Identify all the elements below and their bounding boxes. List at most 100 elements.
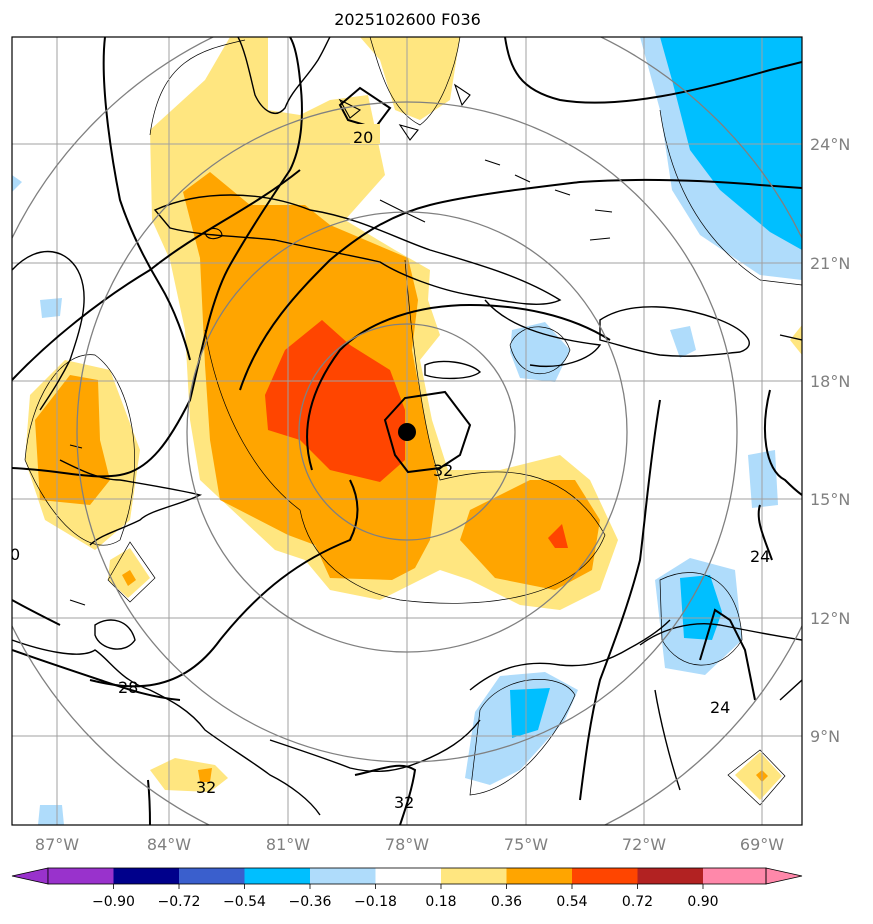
- island-8: [379, 199, 426, 223]
- colorbar-tick-labels: −0.90 −0.72 −0.54 −0.36 −0.18 0.18 0.36 …: [92, 894, 719, 910]
- contour-label-24-south: 24: [710, 698, 730, 717]
- contour-label-24-east: 24: [750, 547, 770, 566]
- thick-contour-k: [354, 764, 417, 825]
- colorbar-bin-2: [113, 868, 179, 884]
- neg-region-w-edge: [12, 175, 22, 192]
- thick-contour-l: [12, 599, 61, 626]
- coast-panama: [269, 719, 481, 773]
- storm-center-marker: [398, 423, 416, 441]
- pos-region-mid-panama: [198, 768, 212, 782]
- neg-region-sw-dot: [38, 805, 64, 825]
- colorbar-bin-8: [506, 868, 572, 884]
- colorbar-bin-6: [375, 868, 441, 884]
- lon-label-69: 69°W: [740, 835, 784, 854]
- thick-contour-32: [12, 37, 303, 478]
- pos-region-mid-honduras: [122, 570, 136, 586]
- contour-label-32-core: 32: [433, 461, 453, 480]
- range-rings: [12, 37, 802, 825]
- colorbar-bin-9: [572, 868, 638, 884]
- coast-venezuela: [639, 623, 802, 646]
- thin-contours: [24, 37, 802, 806]
- lon-label-84: 84°W: [147, 835, 191, 854]
- map-frame: [11, 36, 803, 826]
- thick-contour-g: [12, 649, 181, 701]
- colorbar-bin-5: [310, 868, 376, 884]
- pos-region-weak-e-edge: [790, 325, 802, 355]
- colorbar-extend-max: [765, 867, 803, 885]
- lat-label-21: 21°N: [810, 254, 850, 273]
- pos-region-strong-east: [548, 524, 568, 548]
- neg-region-hispaniola: [670, 326, 696, 358]
- contour-label-32-colombia: 32: [394, 793, 414, 812]
- thin-contour-1: [149, 39, 246, 136]
- cb-label-4: −0.36: [289, 894, 332, 910]
- lat-label-12: 12°N: [810, 609, 850, 628]
- thin-contour-7: [469, 679, 576, 796]
- thin-contour-8: [107, 541, 156, 603]
- lat-label-9: 9°N: [810, 727, 840, 746]
- thick-contour-j: [147, 779, 151, 825]
- thick-contour-h: [579, 399, 661, 801]
- island-6: [554, 189, 571, 196]
- thin-contour-6: [659, 572, 743, 666]
- contour-label-28: 28: [118, 678, 138, 697]
- island-9: [589, 237, 611, 241]
- coast-belize-honduras: [59, 459, 203, 546]
- colorbar-bin-11: [703, 868, 766, 884]
- island-12: [69, 599, 86, 606]
- thick-contour-20: [338, 86, 392, 130]
- coast-yucatan: [12, 250, 85, 411]
- coast-florida: [237, 37, 331, 114]
- cb-label-10: 0.90: [687, 894, 718, 910]
- thin-contour-9: [727, 749, 786, 806]
- colorbar-ticks: [113, 884, 704, 889]
- range-ring-2: [186, 211, 628, 653]
- island-11: [69, 444, 83, 449]
- cb-label-5: −0.18: [354, 894, 397, 910]
- pos-region-weak-north: [360, 37, 460, 120]
- island-7: [594, 209, 613, 213]
- thick-contour-i: [764, 389, 802, 496]
- island-1: [338, 98, 362, 119]
- colorbar-bin-1: [48, 868, 114, 884]
- lat-label-18: 18°N: [810, 372, 850, 391]
- colorbar-extend-min: [11, 867, 49, 885]
- coast-nicaragua-lake: [94, 619, 136, 650]
- map-area: 20 32 24 24 28 32 32 0: [10, 37, 802, 825]
- lon-label-75: 75°W: [504, 835, 548, 854]
- coast-puerto-rico: [779, 334, 802, 341]
- coast-jamaica: [424, 360, 482, 380]
- coast-cuba-east: [484, 299, 602, 367]
- coast-colombia: [469, 619, 671, 691]
- lat-label-24: 24°N: [810, 135, 850, 154]
- thick-contours: [12, 37, 802, 825]
- colorbar-bin-3: [179, 868, 245, 884]
- coast-central-america: [12, 639, 321, 816]
- contour-label-bg-1: [350, 124, 380, 144]
- neg-region-west-dot: [40, 298, 62, 318]
- range-ring-1: [298, 323, 516, 541]
- island-3: [453, 83, 471, 107]
- contour-label-0: 0: [10, 545, 20, 564]
- figure-title: 2025102600 F036: [334, 10, 481, 29]
- pos-region-strong-core: [265, 320, 405, 482]
- graticule: [12, 37, 802, 825]
- contour-labels: 20 32 24 24 28 32 32 0: [10, 124, 770, 812]
- colorbar: −0.90 −0.72 −0.54 −0.36 −0.18 0.18 0.36 …: [11, 867, 803, 910]
- longitude-labels: 87°W 84°W 81°W 78°W 75°W 72°W 69°W: [35, 835, 784, 854]
- island-4: [484, 159, 501, 166]
- contour-label-20: 20: [353, 128, 373, 147]
- colorbar-bin-4: [244, 868, 310, 884]
- coast-south-interior: [779, 679, 802, 701]
- thin-contour-3: [24, 354, 135, 546]
- lon-label-81: 81°W: [266, 835, 310, 854]
- cb-label-6: 0.18: [425, 894, 456, 910]
- thin-contour-5: [509, 326, 571, 374]
- lon-label-72: 72°W: [622, 835, 666, 854]
- coast-hispaniola: [599, 306, 750, 357]
- bahamas-islands: [69, 83, 613, 606]
- thick-contour-d: [239, 178, 802, 391]
- cb-label-9: 0.72: [622, 894, 653, 910]
